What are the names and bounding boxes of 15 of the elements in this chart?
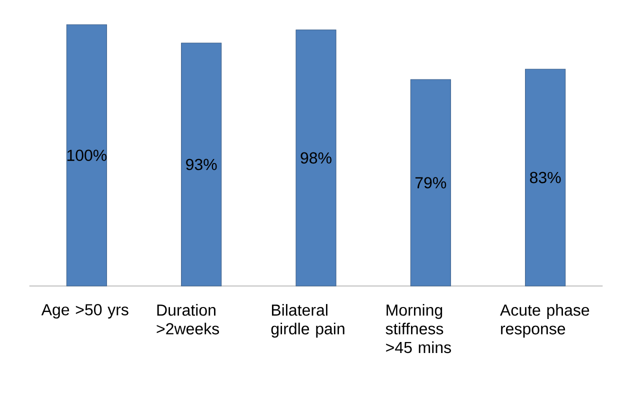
data-label: 93%: [186, 158, 217, 170]
bar: [66, 24, 107, 286]
x-tick-label: Age >50 yrs: [41, 304, 128, 319]
x-tick-label: Morning stiffness >45 mins: [386, 304, 451, 354]
x-tick-label: Duration >2weeks: [156, 304, 220, 334]
bar: [410, 79, 451, 286]
x-tick-label: Bilateral girdle pain: [271, 304, 344, 338]
bar: [296, 30, 336, 286]
data-label: 98%: [300, 152, 332, 164]
data-label: 79%: [415, 177, 446, 188]
bar: [525, 68, 566, 286]
data-label: 100%: [67, 150, 107, 161]
x-tick-label: Acute phase response: [500, 304, 590, 338]
data-label: 83%: [530, 172, 561, 184]
bar: [181, 42, 222, 286]
